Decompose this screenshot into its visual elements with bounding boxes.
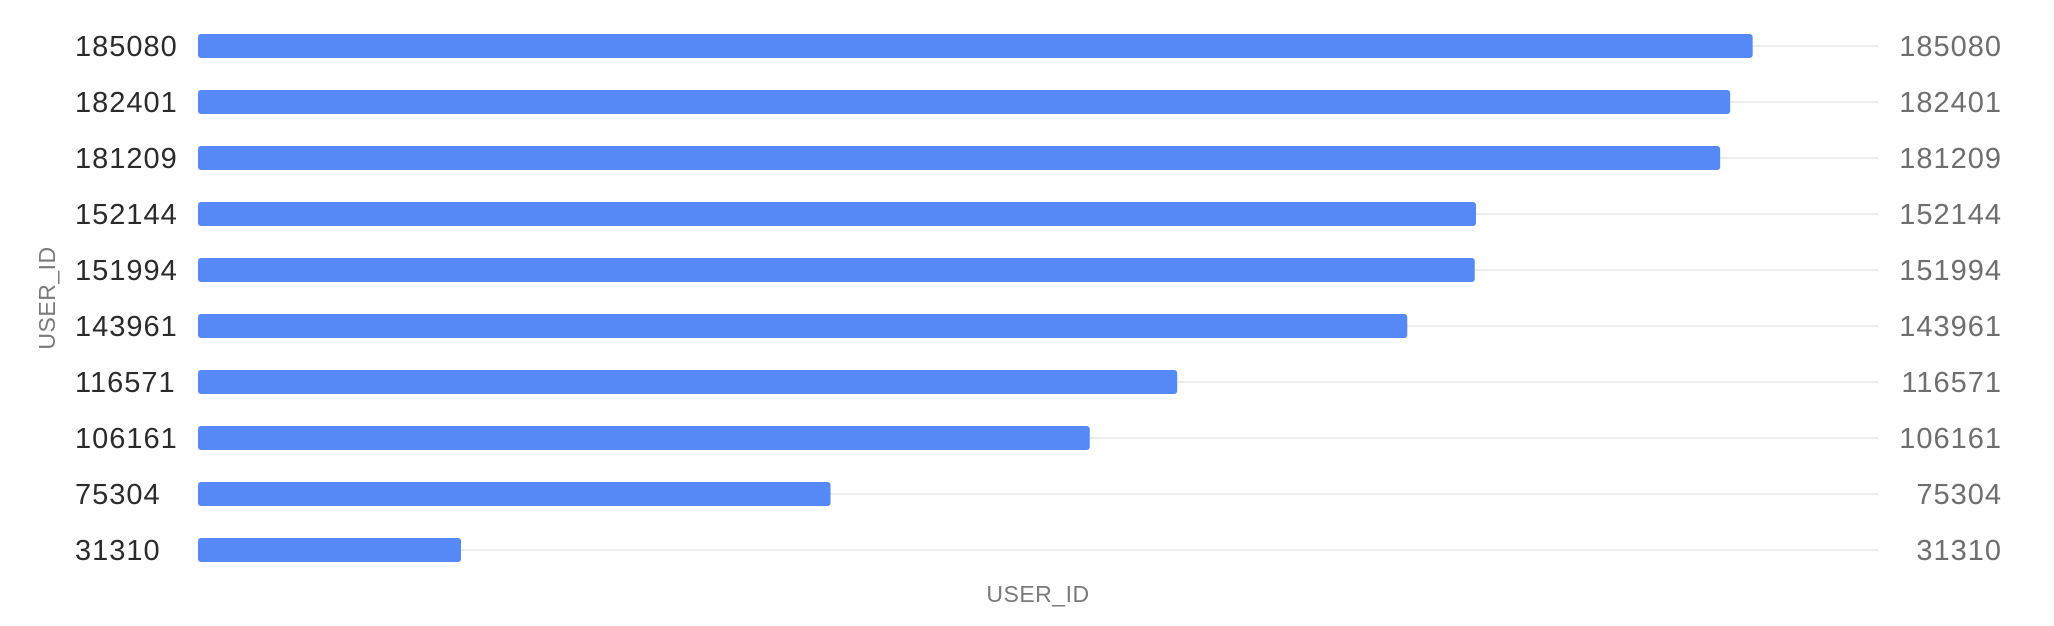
y-axis-title: USER_ID <box>34 246 60 349</box>
bar-182401[interactable] <box>198 90 1731 114</box>
value-labels: 185080 182401 181209 152144 151994 143961 1165… <box>1899 31 2002 567</box>
value-label-31310: 31310 <box>1916 535 2002 567</box>
x-axis-title: USER_ID <box>986 581 1089 607</box>
value-label-152144: 152144 <box>1899 199 2002 231</box>
bar-75304[interactable] <box>198 482 831 506</box>
category-label-116571: 116571 <box>75 367 176 399</box>
value-label-75304: 75304 <box>1916 479 2002 511</box>
bar-151994[interactable] <box>198 258 1475 282</box>
category-label-143961: 143961 <box>75 311 178 343</box>
value-label-151994: 151994 <box>1899 255 2002 287</box>
category-label-75304: 75304 <box>75 479 161 511</box>
gridlines <box>198 45 1878 551</box>
category-label-106161: 106161 <box>75 423 178 455</box>
value-label-106161: 106161 <box>1899 423 2002 455</box>
category-labels: 185080 182401 181209 152144 151994 143961 1165… <box>75 31 178 567</box>
category-label-182401: 182401 <box>75 87 178 119</box>
value-label-181209: 181209 <box>1899 143 2002 175</box>
bar-143961[interactable] <box>198 314 1408 338</box>
value-label-182401: 182401 <box>1899 87 2002 119</box>
category-label-152144: 152144 <box>75 199 178 231</box>
bar-106161[interactable] <box>198 426 1090 450</box>
category-label-185080: 185080 <box>75 31 178 63</box>
value-label-185080: 185080 <box>1899 31 2002 63</box>
bar-185080[interactable] <box>198 34 1753 58</box>
bars <box>198 34 1753 562</box>
bar-116571[interactable] <box>198 370 1178 394</box>
bar-31310[interactable] <box>198 538 462 562</box>
category-label-181209: 181209 <box>75 143 178 175</box>
bar-181209[interactable] <box>198 146 1721 170</box>
bar-152144[interactable] <box>198 202 1477 226</box>
value-label-143961: 143961 <box>1899 311 2002 343</box>
category-label-151994: 151994 <box>75 255 178 287</box>
value-label-116571: 116571 <box>1901 367 2002 399</box>
category-label-31310: 31310 <box>75 535 161 567</box>
